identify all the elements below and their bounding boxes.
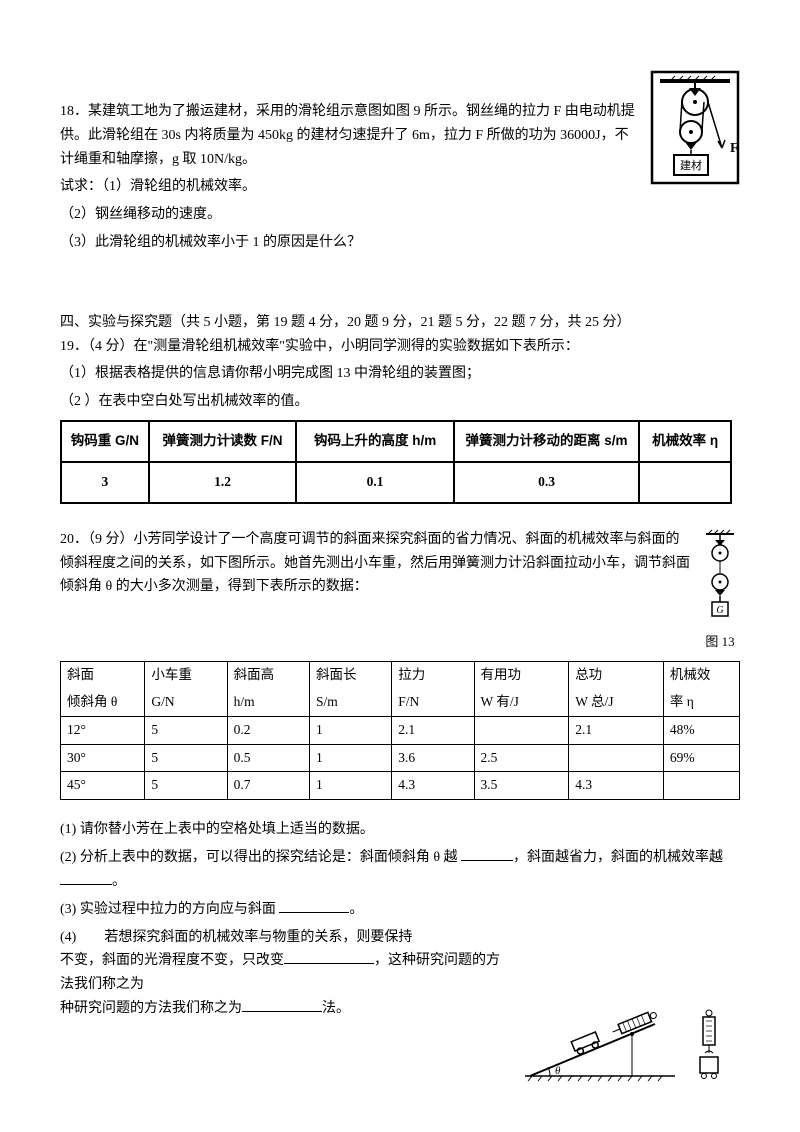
q19-table: 钩码重 G/N 弹簧测力计读数 F/N 钩码上升的高度 h/m 弹簧测力计移动的… xyxy=(60,420,732,504)
pulley-figure-9: 建材 F xyxy=(650,70,740,194)
svg-text:F: F xyxy=(730,141,739,156)
q20-p3: (3) 实验过程中拉力的方向应与斜面 。 xyxy=(60,898,740,922)
blank-1 xyxy=(461,847,513,861)
section-4-heading: 四、实验与探究题（共 5 小题，第 19 题 4 分，20 题 9 分，21 题… xyxy=(60,311,740,335)
q20-table: 斜面 小车重 斜面高 斜面长 拉力 有用功 总功 机械效 倾斜角 θ G/N h… xyxy=(60,661,740,801)
question-20: G 图 13 20．（9 分）小芳同学设计了一个高度可调节的斜面来探究斜面的省力… xyxy=(60,528,740,1021)
q19-h2: 钩码上升的高度 h/m xyxy=(296,421,454,462)
pulley-diagram-icon: 建材 F xyxy=(650,70,740,185)
q19-c4 xyxy=(639,462,731,503)
pulley-figure-13: G 图 13 xyxy=(700,528,740,653)
q19-c1: 1.2 xyxy=(149,462,297,503)
blank-2 xyxy=(60,871,112,885)
question-19: 19．（4 分）在"测量滑轮组机械效率"实验中，小明同学测得的实验数据如下表所示… xyxy=(60,335,740,504)
q19-h3: 弹簧测力计移动的距离 s/m xyxy=(454,421,639,462)
q18-text2: 试求：（1）滑轮组的机械效率。 xyxy=(60,175,740,199)
blank-3 xyxy=(279,899,349,913)
svg-text:建材: 建材 xyxy=(680,158,702,172)
q19-h1: 弹簧测力计读数 F/N xyxy=(149,421,297,462)
q19-text2: （1）根据表格提供的信息请你帮小明完成图 13 中滑轮组的装置图； xyxy=(60,362,740,386)
q18-text4: （3）此滑轮组的机械效率小于 1 的原因是什么？ xyxy=(60,231,740,255)
q19-text1: 19．（4 分）在"测量滑轮组机械效率"实验中，小明同学测得的实验数据如下表所示… xyxy=(60,335,740,359)
q20-p1: (1) 请你替小芳在上表中的空格处填上适当的数据。 xyxy=(60,818,740,842)
ramp-diagram-icon: θ xyxy=(520,1004,730,1084)
svg-text:G: G xyxy=(716,605,723,616)
q18-text3: （2）钢丝绳移动的速度。 xyxy=(60,203,740,227)
q19-h0: 钩码重 G/N xyxy=(61,421,149,462)
q19-c3: 0.3 xyxy=(454,462,639,503)
q19-text3: （2 ）在表中空白处写出机械效率的值。 xyxy=(60,390,740,414)
question-18: 建材 F 18．某建筑工地为了搬运建材，采用的滑轮组示意图如图 9 所示。钢丝绳… xyxy=(60,100,740,255)
q19-h4: 机械效率 η xyxy=(639,421,731,462)
figure-13-label: 图 13 xyxy=(700,631,740,653)
q20-p2: (2) 分析上表中的数据，可以得出的探究结论是：斜面倾斜角 θ 越 ，斜面越省力… xyxy=(60,846,740,894)
q19-c0: 3 xyxy=(61,462,149,503)
svg-text:θ: θ xyxy=(555,1065,561,1077)
q19-c2: 0.1 xyxy=(296,462,454,503)
blank-5 xyxy=(242,998,322,1012)
blank-4 xyxy=(284,950,374,964)
q18-text1: 18．某建筑工地为了搬运建材，采用的滑轮组示意图如图 9 所示。钢丝绳的拉力 F… xyxy=(60,100,740,171)
q20-text1: 20．（9 分）小芳同学设计了一个高度可调节的斜面来探究斜面的省力情况、斜面的机… xyxy=(60,528,740,599)
figure-13-icon: G xyxy=(700,528,740,620)
